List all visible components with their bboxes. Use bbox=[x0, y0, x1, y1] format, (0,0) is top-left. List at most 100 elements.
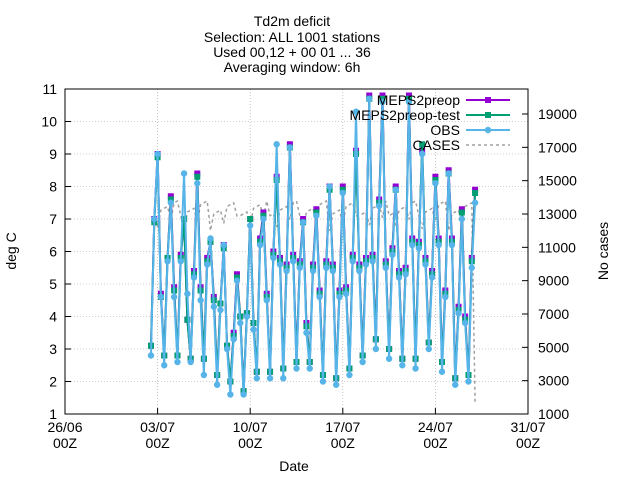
data-point-meps2preop bbox=[233, 271, 240, 278]
x-axis: 26/0600Z03/0700Z10/0700Z17/0700Z24/0700Z… bbox=[47, 408, 546, 451]
x-tick-label: 00Z bbox=[238, 435, 263, 451]
data-point-obs bbox=[190, 274, 198, 281]
data-point-obs bbox=[438, 368, 446, 375]
x-tick-label: 00Z bbox=[423, 435, 448, 451]
data-point-meps2preop bbox=[445, 167, 452, 174]
data-point-obs bbox=[455, 310, 462, 317]
data-point-meps2preop bbox=[472, 186, 479, 193]
data-point-obs bbox=[276, 261, 284, 268]
x-axis-label: Date bbox=[279, 458, 309, 474]
x-tick-label: 10/07 bbox=[233, 419, 268, 435]
y2-tick-label: 15000 bbox=[538, 173, 577, 189]
data-point-obs bbox=[164, 258, 171, 265]
x-tick-label: 26/06 bbox=[47, 419, 82, 435]
data-point-obs bbox=[213, 381, 221, 388]
data-point-meps2preop bbox=[260, 209, 267, 216]
data-point-obs bbox=[418, 150, 426, 158]
data-point-obs bbox=[289, 258, 297, 265]
data-point-obs bbox=[389, 251, 396, 258]
x-tick-label: 24/07 bbox=[418, 419, 453, 435]
y-tick-label: 8 bbox=[49, 179, 57, 195]
data-point-obs bbox=[342, 290, 350, 297]
data-point-obs bbox=[180, 170, 188, 177]
data-point-obs bbox=[204, 261, 211, 268]
model-series bbox=[147, 92, 479, 398]
data-point-obs bbox=[349, 258, 356, 265]
data-point-obs bbox=[170, 293, 178, 301]
data-point-obs bbox=[369, 258, 376, 265]
data-point-obs bbox=[247, 222, 254, 229]
x-tick-label: 00Z bbox=[53, 435, 78, 451]
x-tick-label: 00Z bbox=[331, 435, 356, 451]
y-tick-label: 5 bbox=[49, 276, 57, 292]
legend-label: MEPS2preop-test bbox=[350, 107, 461, 123]
data-point-obs bbox=[240, 391, 247, 398]
data-point-obs bbox=[293, 365, 300, 372]
data-point-meps2preop-test bbox=[167, 196, 174, 203]
data-point-obs bbox=[266, 375, 274, 382]
data-point-meps2preop bbox=[194, 170, 201, 177]
data-point-obs bbox=[346, 371, 353, 379]
data-point-meps2preop bbox=[167, 193, 174, 200]
data-point-obs bbox=[154, 150, 161, 158]
y2-axis-label: No cases bbox=[595, 222, 611, 280]
data-point-obs bbox=[197, 297, 204, 304]
data-point-meps2preop bbox=[313, 206, 320, 213]
data-point-obs bbox=[161, 362, 168, 369]
data-point-obs bbox=[283, 267, 290, 275]
data-point-obs bbox=[395, 274, 403, 281]
data-point-obs bbox=[286, 144, 294, 151]
data-point-meps2preop-test bbox=[472, 190, 479, 196]
data-point-obs bbox=[157, 293, 165, 301]
data-point-meps2preop-test bbox=[379, 95, 386, 102]
data-point-obs bbox=[468, 264, 475, 271]
y-tick-label: 7 bbox=[49, 211, 57, 227]
y-tick-label: 10 bbox=[41, 114, 57, 130]
y2-tick-label: 7000 bbox=[538, 306, 569, 322]
data-point-meps2preop-test bbox=[458, 209, 465, 216]
data-point-obs bbox=[445, 170, 452, 177]
data-point-obs bbox=[227, 391, 234, 398]
data-point-meps2preop-test bbox=[339, 186, 346, 193]
data-point-obs bbox=[452, 381, 459, 388]
data-point-obs bbox=[471, 199, 479, 206]
data-point-obs bbox=[422, 261, 429, 268]
data-point-obs bbox=[313, 212, 320, 219]
data-point-obs bbox=[263, 297, 270, 304]
data-point-obs bbox=[174, 358, 181, 366]
data-point-obs bbox=[415, 245, 423, 252]
data-point-obs bbox=[339, 189, 346, 197]
data-point-meps2preop bbox=[286, 141, 293, 148]
data-point-obs bbox=[323, 264, 330, 271]
title-line-2: Selection: ALL 1001 stations bbox=[204, 29, 380, 45]
y-tick-label: 4 bbox=[49, 309, 57, 325]
data-point-obs bbox=[243, 313, 251, 320]
y2-tick-label: 9000 bbox=[538, 273, 569, 289]
legend-label: MEPS2preop bbox=[377, 92, 460, 108]
y2-tick-label: 5000 bbox=[538, 339, 569, 355]
legend-marker bbox=[485, 112, 491, 118]
data-point-obs bbox=[260, 215, 267, 223]
x-tick-label: 03/07 bbox=[140, 419, 175, 435]
data-point-obs bbox=[425, 345, 432, 353]
data-point-obs bbox=[392, 186, 399, 193]
data-point-obs bbox=[432, 180, 439, 187]
data-point-obs bbox=[250, 326, 257, 333]
data-point-obs bbox=[379, 98, 386, 106]
y2-tick-label: 19000 bbox=[538, 106, 577, 122]
legend-label: CASES bbox=[413, 137, 460, 153]
data-point-obs bbox=[332, 381, 340, 388]
y2-tick-label: 13000 bbox=[538, 206, 577, 222]
y-tick-label: 1 bbox=[49, 406, 57, 422]
data-point-obs bbox=[237, 319, 244, 327]
data-point-obs bbox=[359, 358, 366, 366]
data-point-obs bbox=[336, 293, 343, 301]
data-point-meps2preop bbox=[405, 92, 412, 99]
data-point-obs bbox=[409, 241, 416, 249]
data-point-obs bbox=[442, 293, 449, 301]
data-point-meps2preop bbox=[339, 183, 346, 190]
data-point-obs bbox=[412, 365, 419, 372]
data-point-obs bbox=[362, 261, 370, 268]
data-point-obs bbox=[399, 362, 406, 369]
